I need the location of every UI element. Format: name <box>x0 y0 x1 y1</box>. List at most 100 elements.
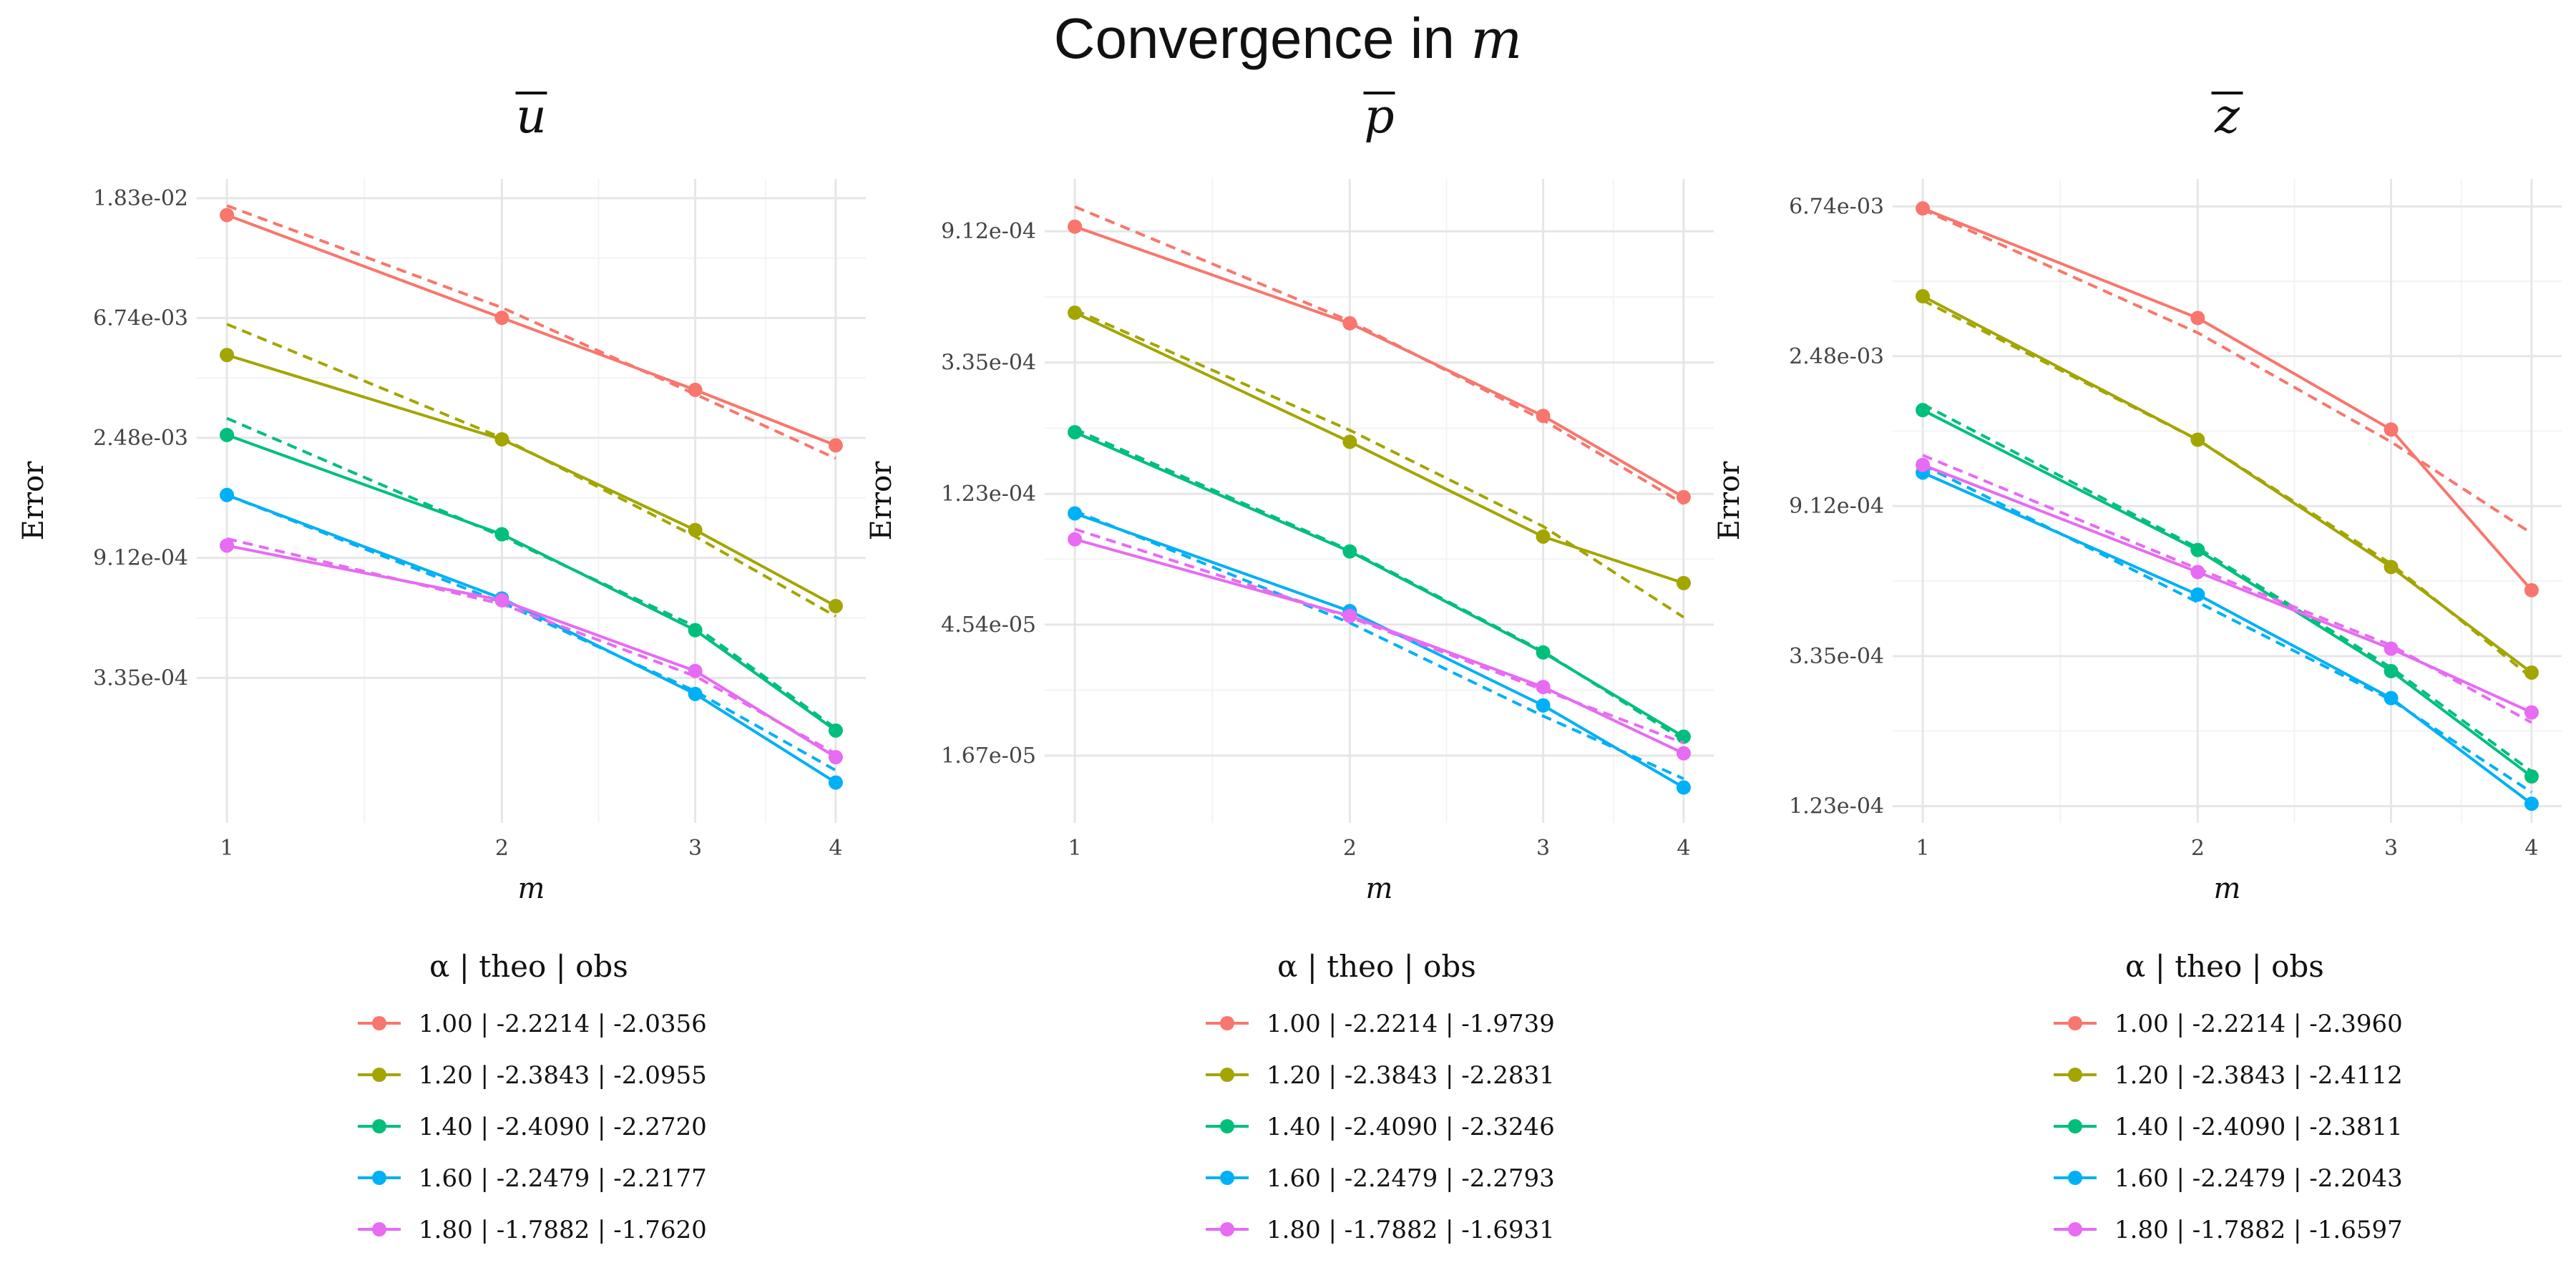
theory-line <box>226 416 837 730</box>
legend-3: α | theo | obs 1.00 | -2.2214 | -2.3960 1.… <box>2054 949 2403 1244</box>
observed-line <box>1922 463 2532 714</box>
data-point <box>220 538 235 553</box>
data-point <box>1916 457 1931 472</box>
observed-line <box>226 544 836 758</box>
y-tick-label: 6.74e-03 <box>93 306 188 331</box>
x-tick-label: 4 <box>2524 836 2538 861</box>
y-tick-label: 1.83e-02 <box>93 186 188 211</box>
legend-key-point <box>372 1171 386 1185</box>
series-1 <box>220 204 843 460</box>
data-point <box>828 723 843 738</box>
data-point <box>2190 587 2205 602</box>
legend-entry: 1.40 | -2.4090 | -2.3246 <box>1267 1113 1555 1141</box>
data-point <box>1536 680 1551 695</box>
data-point <box>1068 532 1083 547</box>
legend-entry: 1.40 | -2.4090 | -2.2720 <box>419 1113 707 1141</box>
series-5 <box>220 537 843 765</box>
data-point <box>2384 691 2399 706</box>
data-point <box>220 348 235 363</box>
main-title: Convergence in m <box>1053 6 1523 71</box>
data-point <box>494 431 509 447</box>
legend-key-point <box>2068 1016 2082 1030</box>
observed-line <box>1922 409 2533 778</box>
legend-entry: 1.20 | -2.3843 | -2.0955 <box>419 1061 707 1090</box>
panel-title: u <box>516 89 547 144</box>
observed-line <box>226 434 837 732</box>
y-axis-label: Error <box>865 461 898 541</box>
x-tick-label: 1 <box>220 836 234 861</box>
legend-entry: 1.80 | -1.7882 | -1.7620 <box>419 1216 707 1244</box>
series-5 <box>1916 454 2539 724</box>
y-axis-label: Error <box>17 461 50 541</box>
data-point <box>1916 201 1931 216</box>
data-point <box>1536 698 1551 713</box>
data-point <box>828 750 843 765</box>
x-axis-label: m <box>2214 872 2241 905</box>
x-tick-label: 3 <box>1536 836 1550 861</box>
observed-line <box>1922 207 2533 592</box>
data-point <box>1916 289 1931 304</box>
data-point <box>2190 311 2205 326</box>
data-point <box>1536 529 1551 544</box>
legend-key-point <box>1220 1068 1234 1082</box>
legend-entry: 1.00 | -2.2214 | -1.9739 <box>1267 1010 1555 1038</box>
data-point <box>1068 306 1083 321</box>
data-point <box>220 208 235 223</box>
series-5 <box>1068 527 1691 761</box>
theory-line <box>1922 403 2533 773</box>
legend-key-point <box>372 1222 386 1236</box>
data-point <box>1342 544 1357 559</box>
x-tick-label: 2 <box>2191 836 2205 861</box>
series-3 <box>1068 424 1691 744</box>
y-tick-label: 1.23e-04 <box>941 482 1036 507</box>
legend-entry: 1.60 | -2.2479 | -2.2793 <box>1267 1164 1555 1193</box>
legend-entry: 1.00 | -2.2214 | -2.3960 <box>2114 1010 2403 1038</box>
data-point <box>828 438 843 453</box>
data-point <box>2524 769 2539 784</box>
y-tick-label: 4.54e-05 <box>941 613 1036 638</box>
data-point <box>1676 489 1691 504</box>
theory-line <box>1922 454 2532 724</box>
data-point <box>2190 565 2205 580</box>
data-point <box>2524 705 2539 720</box>
data-point <box>1342 608 1357 623</box>
x-tick-label: 2 <box>1343 836 1357 861</box>
data-point <box>1068 219 1083 234</box>
observed-line <box>226 353 836 608</box>
data-point <box>2190 542 2205 557</box>
y-tick-label: 1.67e-05 <box>941 743 1036 769</box>
data-point <box>1676 746 1691 761</box>
legend-key-point <box>2068 1068 2082 1082</box>
theory-line <box>1074 205 1684 505</box>
data-point <box>828 598 843 613</box>
y-tick-label: 2.48e-03 <box>1789 344 1884 369</box>
y-tick-label: 9.12e-04 <box>93 546 188 571</box>
y-tick-label: 9.12e-04 <box>1789 494 1884 519</box>
legend-entry: 1.60 | -2.2479 | -2.2177 <box>419 1164 707 1193</box>
y-tick-label: 6.74e-03 <box>1789 194 1884 219</box>
y-tick-label: 9.12e-04 <box>941 219 1036 244</box>
data-point <box>2524 796 2539 811</box>
y-tick-label: 3.35e-04 <box>1789 644 1884 669</box>
x-tick-label: 3 <box>688 836 702 861</box>
legend-entry: 1.00 | -2.2214 | -2.0356 <box>419 1010 707 1038</box>
legend-entry: 1.20 | -2.3843 | -2.4112 <box>2114 1061 2403 1090</box>
data-point <box>220 427 235 442</box>
data-point <box>688 522 703 537</box>
x-tick-label: 4 <box>829 836 842 861</box>
observed-line <box>1074 311 1684 585</box>
observed-line <box>226 213 836 447</box>
observed-line <box>226 493 836 784</box>
legend-key-point <box>2068 1222 2082 1236</box>
series-2 <box>220 323 843 618</box>
legend-title: α | theo | obs <box>429 949 628 984</box>
series-3 <box>220 416 843 738</box>
data-point <box>1536 645 1551 660</box>
data-point <box>688 382 703 397</box>
theory-line <box>1074 509 1684 781</box>
y-tick-label: 3.35e-04 <box>93 665 188 691</box>
legend-2: α | theo | obs 1.00 | -2.2214 | -1.9739 1.… <box>1206 949 1555 1244</box>
legend-key-point <box>372 1016 386 1030</box>
panel-title: p <box>1364 89 1394 144</box>
